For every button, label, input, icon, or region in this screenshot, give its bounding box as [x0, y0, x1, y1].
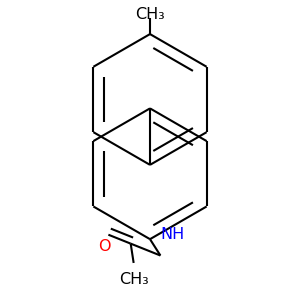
Text: O: O	[98, 239, 110, 254]
Text: CH₃: CH₃	[135, 7, 165, 22]
Text: CH₃: CH₃	[119, 272, 148, 287]
Text: NH: NH	[160, 227, 184, 242]
